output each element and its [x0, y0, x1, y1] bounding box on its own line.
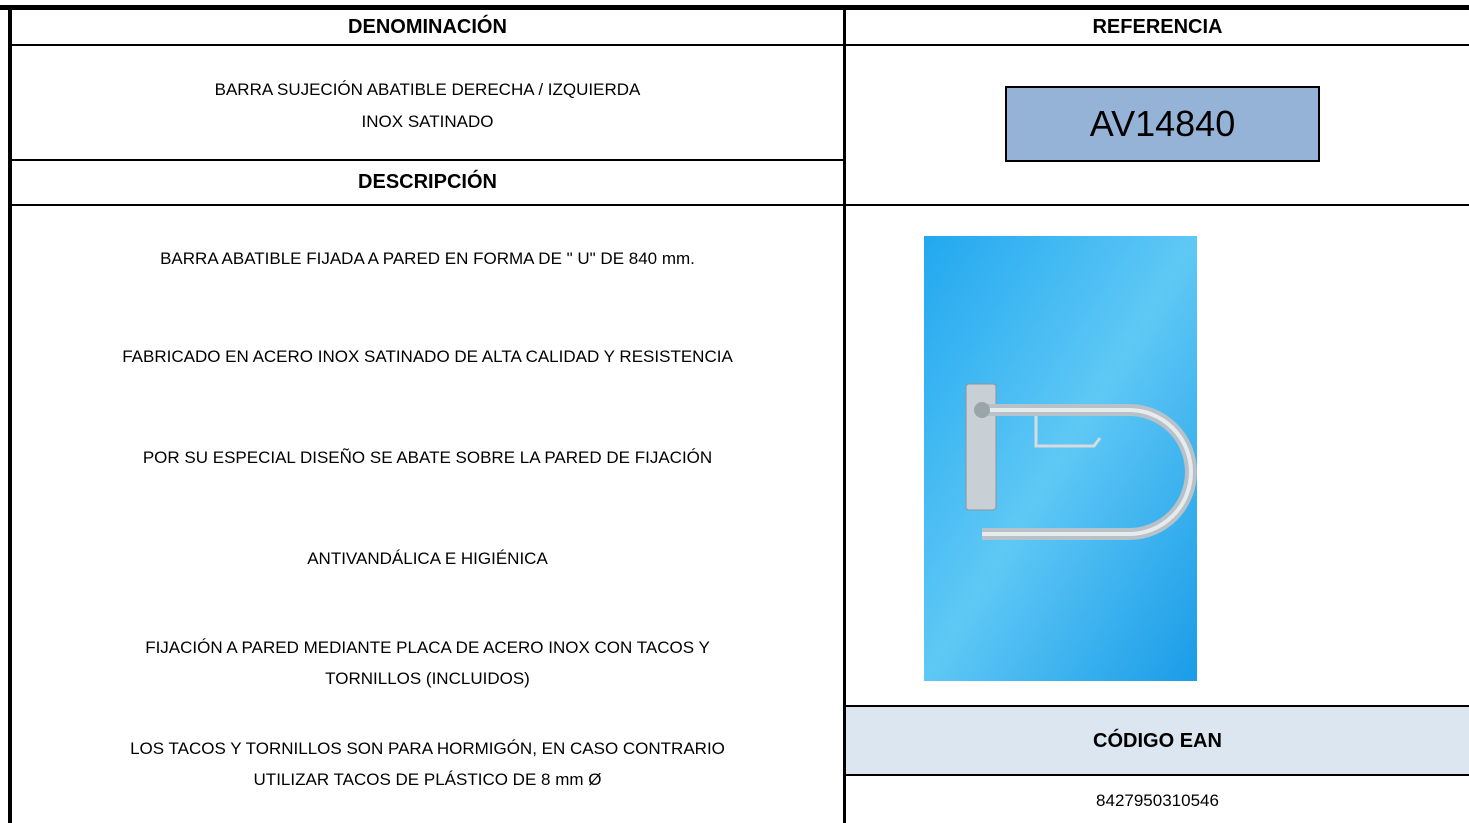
product-image	[924, 236, 1197, 681]
border	[0, 5, 1469, 10]
section-heading: CÓDIGO EAN	[1093, 730, 1222, 752]
description-line: TORNILLOS (INCLUIDOS)	[325, 669, 530, 688]
rule	[846, 705, 1469, 707]
product-name: INOX SATINADO	[361, 112, 494, 131]
reference-code: AV14840	[1005, 86, 1320, 162]
column-heading: REFERENCIA	[1092, 16, 1223, 38]
border	[8, 5, 12, 823]
description-line: POR SU ESPECIAL DISEÑO SE ABATE SOBRE LA…	[142, 448, 713, 467]
description-line: LOS TACOS Y TORNILLOS SON PARA HORMIGÓN,…	[130, 739, 725, 758]
divider	[843, 5, 846, 823]
rule	[8, 204, 1469, 206]
description-line: FIJACIÓN A PARED MEDIANTE PLACA DE ACERO…	[145, 638, 710, 657]
product-name: BARRA SUJECIÓN ABATIBLE DERECHA / IZQUIE…	[214, 80, 641, 99]
ean-code: 8427950310546	[1096, 791, 1219, 810]
ean-header-bg	[846, 706, 1469, 775]
description-line: FABRICADO EN ACERO INOX SATINADO DE ALTA…	[122, 347, 733, 366]
description-line: ANTIVANDÁLICA E HIGIÉNICA	[307, 549, 548, 568]
description-line: UTILIZAR TACOS DE PLÁSTICO DE 8 mm Ø	[253, 770, 602, 789]
description-line: BARRA ABATIBLE FIJADA A PARED EN FORMA D…	[160, 249, 695, 268]
section-heading: DESCRIPCIÓN	[358, 171, 497, 193]
rule	[8, 159, 845, 161]
rule	[8, 44, 1469, 46]
column-heading: DENOMINACIÓN	[348, 16, 507, 38]
rule	[846, 774, 1469, 776]
